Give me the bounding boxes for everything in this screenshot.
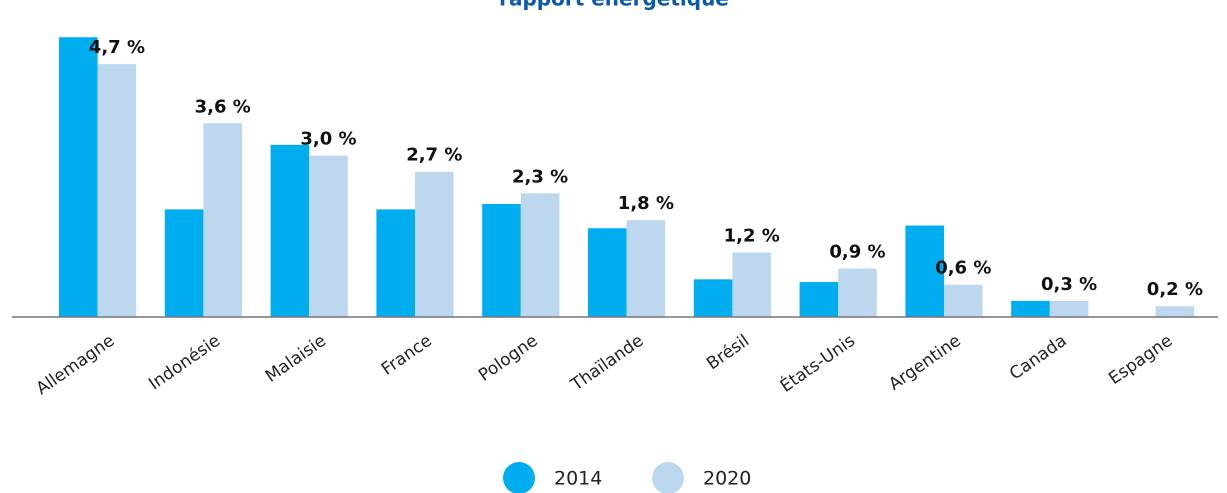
data-label: 3,6 % <box>195 96 251 117</box>
x-tick-label: Malaisie <box>262 331 330 387</box>
bar <box>97 64 137 317</box>
x-tick-label: Espagne <box>1105 331 1176 389</box>
x-tick-label: Thaïlande <box>567 331 648 396</box>
x-tick-label: Argentine <box>885 331 964 395</box>
data-label: 0,2 % <box>1147 279 1203 300</box>
x-tick-label: France <box>378 331 436 380</box>
legend-label: 2020 <box>703 468 751 490</box>
data-label: 0,6 % <box>935 258 991 279</box>
bar <box>944 284 983 317</box>
bar <box>838 268 877 317</box>
bar <box>905 225 944 317</box>
bar <box>270 144 310 317</box>
bar <box>693 279 733 317</box>
legend-marker <box>652 462 684 493</box>
data-label: 2,3 % <box>512 166 568 187</box>
data-label: 1,8 % <box>618 193 674 214</box>
data-label: 3,0 % <box>300 129 356 150</box>
data-label: 2,7 % <box>406 145 462 166</box>
bar <box>588 228 627 317</box>
bar <box>415 171 454 317</box>
bar <box>1155 306 1195 317</box>
bar <box>309 155 348 317</box>
x-tick-label: Canada <box>1006 331 1070 384</box>
bar <box>59 37 98 318</box>
data-label: 4,7 % <box>89 37 145 58</box>
bar <box>164 209 204 317</box>
bar <box>376 209 415 317</box>
bar <box>732 252 771 317</box>
bar <box>203 123 242 317</box>
x-tick-label: Pologne <box>475 331 542 386</box>
data-label: 0,9 % <box>829 242 885 263</box>
bar <box>1011 300 1050 317</box>
chart-title: rapport énergétique <box>499 0 729 11</box>
bar <box>1049 300 1089 317</box>
bar <box>799 282 839 317</box>
bar <box>520 193 560 317</box>
x-tick-label: États-Unis <box>776 329 859 397</box>
bar <box>482 204 521 317</box>
legend-label: 2014 <box>554 468 602 490</box>
legend-marker <box>503 462 535 493</box>
data-label: 1,2 % <box>724 225 780 246</box>
bar <box>626 220 666 317</box>
data-label: 0,3 % <box>1041 274 1097 295</box>
x-tick-label: Allemagne <box>33 331 119 399</box>
x-tick-label: Brésil <box>703 331 753 374</box>
x-tick-label: Indonésie <box>145 331 224 395</box>
